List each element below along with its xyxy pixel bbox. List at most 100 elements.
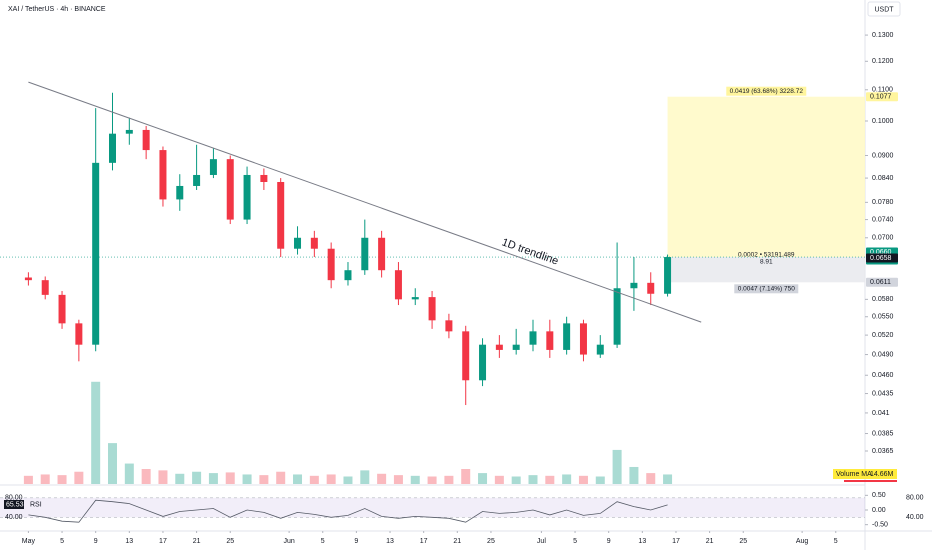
x-tick-label: 13 — [125, 538, 133, 545]
x-tick-label: 9 — [354, 538, 358, 545]
x-tick-label: 17 — [159, 538, 167, 545]
volume-bar — [360, 470, 370, 484]
y-tick-label: 0.0460 — [872, 372, 894, 379]
x-tick-label: 5 — [60, 538, 64, 545]
y-tick-label: 0.0550 — [872, 314, 894, 321]
axis-corner — [0, 532, 22, 550]
rsi-band — [0, 497, 865, 518]
target-text: 0.0419 (63.68%) 3228.72 — [730, 88, 804, 95]
rsi-y2-tick-label: 0.00 — [872, 507, 886, 514]
rsi-line — [28, 499, 668, 523]
y-tick-label: 0.0700 — [872, 235, 894, 242]
volume-bar — [124, 463, 134, 484]
y-tick-label: 0.1200 — [872, 58, 894, 65]
target-tag: 0.1077 — [870, 94, 892, 101]
volume-bar — [494, 475, 504, 484]
candle-body — [294, 237, 302, 249]
rsi-tick-label: 40.00 — [906, 514, 924, 521]
x-tick-label: 5 — [834, 538, 838, 545]
rsi-name: RSI — [30, 501, 42, 508]
candle-body — [193, 174, 201, 186]
target-tag-bg — [866, 92, 898, 102]
rsi-tick-label: 80.00 — [906, 495, 924, 502]
candle-body — [445, 320, 453, 332]
stop-tag-bg — [866, 277, 898, 287]
candle-body — [495, 344, 503, 350]
x-tick-label: 9 — [94, 538, 98, 545]
y-tick-label: 0.1100 — [872, 87, 893, 94]
profit-zone — [667, 96, 865, 258]
entry-text: 0.0002 • 53191.489 — [738, 251, 795, 258]
candle-body — [613, 288, 621, 345]
x-tick-label: 21 — [193, 538, 201, 545]
y-tick-label: 0.0900 — [872, 152, 894, 159]
volume-bar — [225, 472, 235, 484]
entry-tag: 0.0660 — [870, 249, 892, 256]
volume-bar — [108, 443, 117, 484]
volume-bar — [393, 475, 403, 484]
x-tick-label: 25 — [487, 538, 495, 545]
candle-body — [462, 331, 470, 381]
volume-bar — [259, 475, 269, 484]
candle-body — [378, 237, 386, 271]
volume-bar — [427, 476, 437, 484]
candle-body — [479, 344, 487, 381]
volume-ma-bg — [833, 469, 897, 479]
volume-bar — [595, 476, 605, 484]
candle-body — [176, 185, 184, 200]
chart-title: XAI / TetherUS · 4h · BINANCE — [8, 6, 106, 13]
candle-body — [596, 344, 604, 355]
volume-bar — [562, 474, 572, 484]
price-marker-tag: 0.0658 — [870, 255, 892, 262]
loss-zone — [667, 257, 865, 283]
x-tick-label: 17 — [672, 538, 680, 545]
x-tick-label: 25 — [226, 538, 234, 545]
candle-body — [394, 270, 402, 300]
y-tick-label: 0.0840 — [872, 175, 894, 182]
rsi-tick-label-left: 40.00 — [5, 514, 23, 521]
x-tick-label: 25 — [739, 538, 747, 545]
main-pane: 0.0419 (63.68%) 3228.72 0.0002 • 53191.48… — [0, 81, 865, 484]
candle-body — [647, 282, 655, 294]
volume-bar — [343, 476, 353, 484]
volume-bar — [276, 471, 286, 484]
ratio-text: 8.91 — [760, 258, 773, 265]
volume-bar — [646, 473, 656, 484]
candle-body — [243, 174, 251, 220]
volume-bar — [629, 466, 639, 484]
y-tick-label: 0.041 — [872, 410, 890, 417]
volume-bar — [410, 475, 420, 484]
volume-bar — [74, 471, 84, 484]
volume-bar — [511, 476, 521, 484]
volume-bar — [377, 473, 387, 484]
x-tick-label: Jun — [283, 538, 294, 545]
candle-body — [209, 159, 217, 175]
x-tick-label: May — [22, 538, 36, 545]
volume-bar — [545, 475, 555, 484]
candle-body — [260, 174, 268, 182]
volume-bar — [91, 381, 101, 484]
x-tick-label: 9 — [607, 538, 611, 545]
rsi-value-bg — [4, 500, 24, 509]
stop-text: 0.0047 (7.14%) 750 — [738, 286, 795, 293]
volume-ma-name: Volume MA — [836, 471, 872, 478]
y-tick-label: 0.0740 — [872, 216, 894, 223]
y-tick-label: 0.0385 — [872, 430, 894, 437]
y-tick-label: 0.0580 — [872, 296, 894, 303]
volume-bar — [461, 469, 471, 484]
candle-body — [664, 257, 672, 294]
candle-body — [159, 150, 167, 200]
volume-bar — [612, 449, 622, 484]
candle-body — [41, 280, 49, 295]
volume-bar — [141, 469, 151, 484]
volume-bar — [309, 475, 319, 484]
volume-bar — [175, 473, 185, 484]
x-tick-label: Aug — [796, 538, 809, 545]
volume-bar — [242, 474, 252, 484]
currency[interactable]: USDT — [874, 6, 894, 13]
currency-box[interactable] — [867, 1, 901, 17]
x-tick-label: 5 — [321, 538, 325, 545]
x-tick-label: Jul — [537, 538, 546, 545]
volume-bar — [326, 474, 336, 484]
